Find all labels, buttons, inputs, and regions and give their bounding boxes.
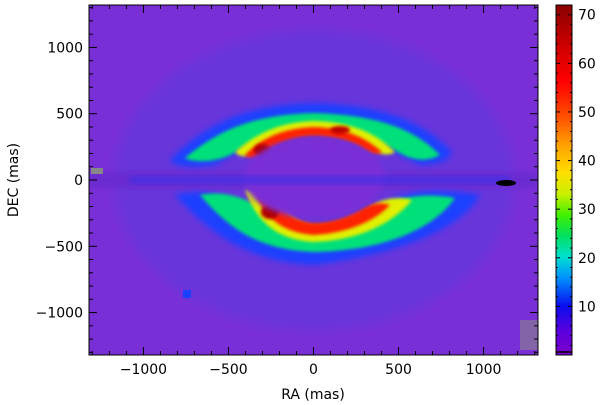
heatmap-peak-3 [330, 126, 350, 134]
heatmap-lower-arc-yellow [245, 190, 412, 242]
colorbar-tick-label: 30 [578, 202, 596, 218]
heatmap-artifact-4 [183, 290, 191, 298]
colorbar-tick-label: 60 [578, 56, 596, 72]
x-axis-ticks: −1000 −500 0 500 1000 [91, 5, 536, 378]
colorbar [555, 4, 573, 356]
y-axis-label: DEC (mas) [6, 143, 22, 217]
y-axis-ticks: −1000 −500 0 500 1000 [36, 7, 538, 353]
heatmap-artifact-1 [496, 180, 516, 186]
colorbar-tick-label: 70 [578, 8, 596, 24]
heatmap-upper-arc-yellow [235, 121, 395, 157]
x-axis-label: RA (mas) [281, 387, 345, 403]
y-tick-label: −1000 [36, 306, 83, 322]
heatmap-upper-arc-green [185, 113, 440, 162]
heatmap-artifact-3 [520, 320, 538, 350]
colorbar-tick-label: 50 [578, 105, 596, 121]
heatmap-image [89, 5, 538, 355]
x-tick-label: −500 [209, 362, 247, 378]
y-tick-label: 500 [56, 107, 83, 123]
y-tick-label: 0 [74, 173, 83, 189]
x-tick-label: 0 [309, 362, 318, 378]
colorbar-tick-label: 20 [578, 251, 596, 267]
colorbar-ticks: 10 20 30 40 50 60 70 [556, 4, 596, 346]
x-tick-label: 500 [385, 362, 412, 378]
heatmap-artifact-2 [91, 168, 103, 174]
colorbar-tick-label: 10 [578, 299, 596, 315]
heatmap-upper-arc-red [245, 127, 382, 158]
heatmap-lower-arc-red [255, 192, 390, 235]
y-tick-label: −500 [45, 239, 83, 255]
y-tick-label: 1000 [47, 40, 83, 56]
x-tick-label: −1000 [120, 362, 167, 378]
x-tick-label: 1000 [466, 362, 502, 378]
heatmap-band-streak [130, 176, 510, 184]
colorbar-tick-label: 40 [578, 154, 596, 170]
